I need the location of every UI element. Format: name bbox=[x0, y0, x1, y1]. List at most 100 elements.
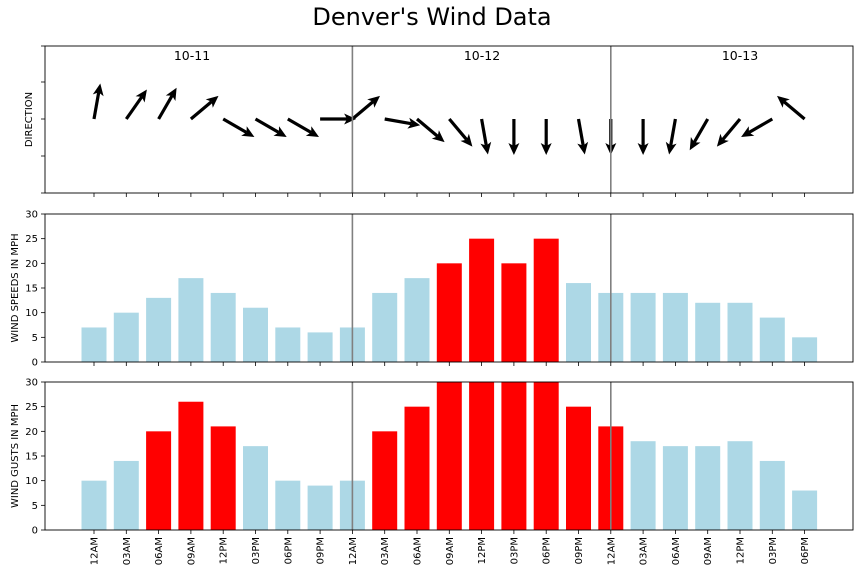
ytick-label: 5 bbox=[32, 333, 38, 344]
direction-arrow bbox=[689, 118, 710, 151]
bar bbox=[566, 406, 591, 530]
direction-arrow bbox=[92, 83, 104, 120]
wind-gusts-ylabel: WIND GUSTS IN MPH bbox=[10, 404, 21, 508]
bar bbox=[436, 263, 462, 362]
xtick-label: 12AM bbox=[90, 537, 101, 565]
direction-arrow bbox=[508, 119, 520, 155]
direction-arrow bbox=[351, 95, 380, 121]
xtick-label: 12PM bbox=[477, 537, 488, 564]
bar bbox=[243, 446, 268, 530]
bar bbox=[307, 485, 333, 530]
bar bbox=[695, 302, 721, 362]
ytick-label: 20 bbox=[25, 259, 38, 270]
xtick-label: 06PM bbox=[283, 537, 294, 564]
xtick-label: 09AM bbox=[703, 537, 714, 565]
bar bbox=[501, 382, 527, 530]
direction-arrow bbox=[480, 118, 492, 155]
direction-arrow bbox=[254, 117, 287, 137]
bar bbox=[372, 431, 398, 530]
xtick-label: 03AM bbox=[122, 537, 133, 565]
bar bbox=[501, 263, 527, 362]
xtick-label: 03PM bbox=[251, 537, 262, 564]
xtick-label: 12PM bbox=[219, 537, 230, 564]
bar bbox=[210, 426, 236, 530]
ytick-label: 0 bbox=[32, 526, 38, 537]
panel-wind-gusts: WIND GUSTS IN MPH 0 5 10 15 20 25 30 bbox=[10, 378, 854, 537]
ytick-label: 25 bbox=[25, 234, 38, 245]
ytick-label: 25 bbox=[25, 402, 38, 413]
bar bbox=[436, 382, 462, 530]
xtick-label: 12AM bbox=[606, 537, 617, 565]
xtick-label: 06PM bbox=[542, 537, 553, 564]
bar bbox=[469, 238, 495, 362]
bar bbox=[275, 480, 301, 530]
bar bbox=[178, 278, 204, 362]
bar bbox=[275, 327, 301, 362]
bar bbox=[792, 337, 818, 362]
bar bbox=[113, 460, 139, 530]
bar bbox=[81, 480, 107, 530]
direction-arrow bbox=[415, 117, 445, 143]
panel-wind-speeds: WIND SPEEDS IN MPH 0 5 10 15 20 25 30 bbox=[10, 210, 854, 369]
ytick-label: 15 bbox=[25, 284, 38, 295]
bar bbox=[759, 460, 785, 530]
bar bbox=[630, 441, 656, 530]
panel-frame bbox=[44, 213, 854, 363]
bar bbox=[566, 283, 591, 362]
bar bbox=[372, 292, 398, 362]
ytick-label: 10 bbox=[25, 476, 38, 487]
bar bbox=[533, 238, 559, 362]
bar bbox=[695, 446, 721, 530]
bar bbox=[759, 317, 785, 362]
wind-speeds-ylabel: WIND SPEEDS IN MPH bbox=[10, 233, 21, 342]
bar bbox=[113, 312, 139, 362]
direction-arrow bbox=[320, 113, 357, 125]
day-label: 10-11 bbox=[174, 48, 210, 63]
bar bbox=[662, 292, 688, 362]
bar bbox=[404, 406, 430, 530]
chart-panels: DIRECTION 10-11 10-12 10-13 WIND SPEEDS IN M… bbox=[10, 45, 854, 565]
bar bbox=[533, 382, 559, 530]
xtick-label: 03AM bbox=[639, 537, 650, 565]
xtick-label: 09AM bbox=[445, 537, 456, 565]
xtick-label: 12AM bbox=[348, 537, 359, 565]
xtick-label: 09PM bbox=[574, 537, 585, 564]
panel-frame bbox=[44, 45, 854, 194]
xtick-label: 12PM bbox=[736, 537, 747, 564]
bar bbox=[146, 431, 172, 530]
xtick-label: 09PM bbox=[316, 537, 327, 564]
bar bbox=[404, 278, 430, 362]
direction-arrow bbox=[286, 117, 319, 137]
ytick-label: 15 bbox=[25, 452, 38, 463]
bar bbox=[792, 490, 818, 530]
direction-ylabel: DIRECTION bbox=[24, 92, 35, 147]
direction-arrow bbox=[741, 117, 774, 137]
direction-arrow bbox=[716, 117, 742, 147]
day-label: 10-12 bbox=[464, 48, 500, 63]
direction-arrow bbox=[189, 95, 219, 121]
bar bbox=[210, 292, 236, 362]
xtick-label: 06AM bbox=[413, 537, 424, 565]
direction-arrow bbox=[157, 87, 177, 120]
ytick-label: 20 bbox=[25, 427, 38, 438]
ytick-label: 5 bbox=[32, 501, 38, 512]
bar bbox=[469, 382, 495, 530]
bar bbox=[146, 297, 172, 362]
ytick-label: 0 bbox=[32, 358, 38, 369]
direction-arrow bbox=[576, 118, 589, 155]
xtick-label: 06AM bbox=[671, 537, 682, 565]
direction-arrow bbox=[540, 119, 552, 155]
ytick-label: 30 bbox=[25, 378, 38, 389]
xtick-label: 03AM bbox=[380, 537, 391, 565]
xtick-label: 03PM bbox=[768, 537, 779, 564]
xtick-label: 06AM bbox=[154, 537, 165, 565]
direction-arrow bbox=[637, 119, 649, 155]
chart-title: Denver's Wind Data bbox=[312, 3, 551, 31]
xtick-label: 09AM bbox=[186, 537, 197, 565]
direction-arrow bbox=[448, 117, 473, 147]
bar bbox=[307, 332, 333, 362]
bar bbox=[727, 441, 753, 530]
panel-frame bbox=[44, 381, 854, 531]
direction-arrow bbox=[124, 89, 147, 120]
